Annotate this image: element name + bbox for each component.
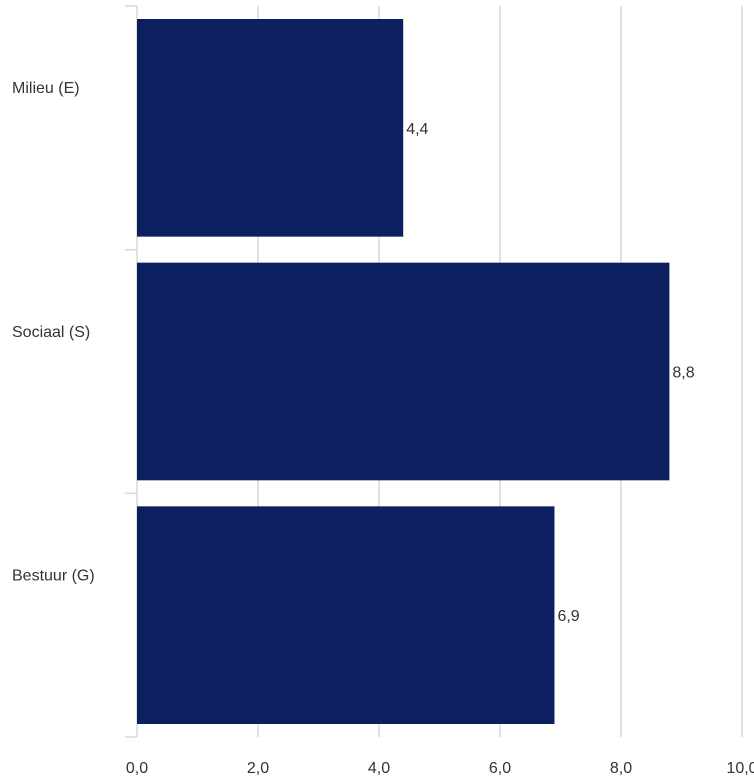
category-separators bbox=[125, 5, 137, 738]
data-labels: 4,4 8,8 6,9 bbox=[406, 121, 695, 625]
data-label: 4,4 bbox=[406, 121, 428, 138]
data-label: 8,8 bbox=[672, 365, 694, 382]
x-tick-label: 0,0 bbox=[126, 760, 148, 776]
category-label: Sociaal (S) bbox=[12, 324, 90, 341]
bars bbox=[137, 19, 670, 724]
bar-1 bbox=[137, 19, 404, 237]
x-tick-label: 10,0 bbox=[726, 760, 754, 776]
category-label: Bestuur (G) bbox=[12, 568, 95, 585]
x-tick-label: 2,0 bbox=[247, 760, 269, 776]
x-tick-label: 8,0 bbox=[610, 760, 632, 776]
bar-3 bbox=[137, 506, 555, 724]
x-tick-label: 6,0 bbox=[489, 760, 511, 776]
x-tick-label: 4,0 bbox=[368, 760, 390, 776]
data-label: 6,9 bbox=[557, 608, 579, 625]
category-label: Milieu (E) bbox=[12, 80, 80, 97]
category-labels: Milieu (E) Sociaal (S) Bestuur (G) bbox=[12, 80, 95, 584]
bar-2 bbox=[137, 262, 670, 481]
x-tick-labels: 0,0 2,0 4,0 6,0 8,0 10,0 bbox=[126, 760, 754, 776]
